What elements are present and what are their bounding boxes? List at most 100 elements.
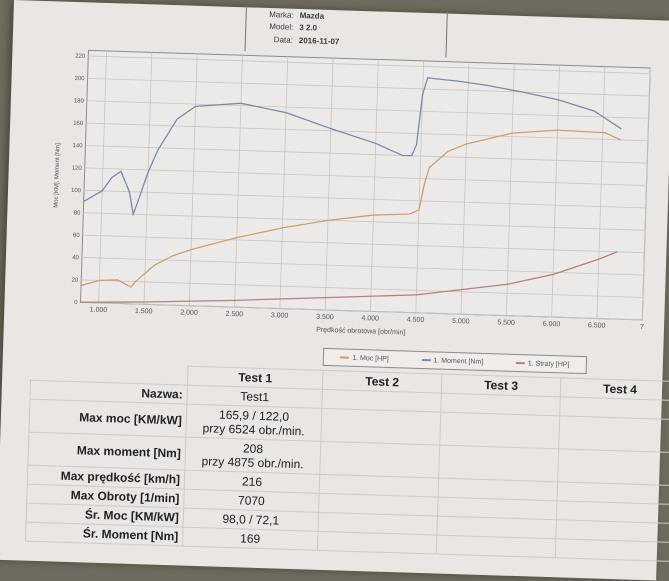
x-tick-label: 5.000 [452,318,470,326]
series-point-3 [324,297,327,299]
y-tick-label: 180 [74,98,85,104]
y-gridline [86,100,649,119]
series-point-1 [98,279,100,282]
x-gridline [324,58,334,310]
x-gridline [505,63,515,316]
series-point-1 [327,219,329,221]
x-gridline [98,50,107,303]
x-gridline [460,62,470,315]
y-gridline [84,167,647,186]
series-point-2 [176,118,178,120]
series-point-1 [153,264,155,266]
y-gridline [85,145,648,164]
y-gridline [81,257,644,276]
series-point-2 [137,200,139,202]
marka-value: Mazda [299,10,325,21]
y-tick-label: 120 [72,165,83,171]
empty-cell [438,445,559,482]
results-table: Test 1 Test 2 Test 3 Test 4 Nazwa: Test1 M… [25,361,669,562]
y-gridline [87,77,650,97]
y-gridline [82,234,645,254]
series-point-2 [440,78,442,80]
value-sub: przy 4875 obr./min. [201,454,304,472]
series-point-2 [101,190,103,192]
value-main: 7070 [237,493,265,509]
y-gridline [84,189,646,209]
series-point-1 [116,279,119,281]
empty-cell [558,415,669,453]
model-value: 3 2.0 [299,22,318,33]
value-main: 216 [241,474,263,490]
x-tick-label: 5.500 [497,319,515,327]
series-point-1 [135,280,137,283]
empty-cell [557,448,669,486]
series-point-3 [79,301,82,303]
x-tick-label: 6.500 [588,322,606,330]
series-point-2 [157,149,159,151]
x-tick-label: 3.500 [316,314,334,322]
series-point-2 [285,111,287,114]
series-point-2 [132,213,134,215]
series-point-1 [511,132,513,134]
series-point-2 [456,80,458,82]
marka-label: Marka: [269,10,294,20]
x-gridline [415,60,425,313]
series-point-3 [506,283,508,285]
x-gridline [596,66,606,319]
empty-cell [436,535,556,558]
series-point-1 [620,139,622,141]
series-point-2 [593,110,596,112]
x-gridline [370,59,379,312]
test1-value: 169 [182,527,318,551]
empty-cell [555,538,669,562]
series-point-2 [411,155,413,157]
value-main: 169 [239,531,261,546]
series-point-2 [401,154,404,157]
y-tick-label: 220 [75,54,86,60]
x-tick-label: 2.000 [180,309,198,317]
series-point-1 [447,150,449,152]
x-tick-label: 3.000 [271,312,289,320]
x-gridline [234,55,243,308]
x-gridline [641,68,651,320]
empty-cell [319,441,440,479]
series-point-2 [128,191,130,193]
x-gridline [279,56,289,309]
row-label: Śr. Moment [Nm] [25,522,184,547]
series-point-2 [375,142,377,145]
series-point-1 [281,227,283,229]
series-point-3 [234,299,236,301]
data-label: Data: [273,35,294,45]
series-point-2 [485,84,487,86]
y-gridline [80,301,643,321]
plot-area [80,49,651,321]
data-value: 2016-11-07 [298,35,340,47]
x-gridline [143,52,153,305]
y-tick-label: 200 [74,76,85,82]
series-point-3 [616,251,618,253]
series-point-1 [418,209,420,211]
series-point-1 [604,132,606,134]
y-gridline [81,279,643,298]
series-point-1 [556,129,559,131]
series-point-3 [598,258,600,260]
row-label: Max moment [Nm] [27,432,186,471]
x-tick-label: 6.000 [543,321,561,329]
y-gridline [83,212,646,231]
y-tick-label: 20 [71,278,79,284]
y-tick-label: 80 [74,210,82,216]
series-point-2 [620,128,622,130]
y-tick-label: 60 [73,233,81,239]
x-tick-label: 4.000 [361,315,379,323]
x-axis-label: Prędkość obrotowa [obr/min] [316,327,405,337]
empty-cell [439,412,560,449]
series-point-1 [409,213,411,215]
empty-cell [317,531,437,555]
y-tick-label: 40 [72,255,80,261]
series-point-2 [415,144,418,146]
series-point-2 [521,91,524,93]
legend-item-moment: 1. Moment [Nm] [421,356,483,365]
series-line-1 [80,129,621,288]
row-label: Max moc [KM/kW] [28,399,187,438]
